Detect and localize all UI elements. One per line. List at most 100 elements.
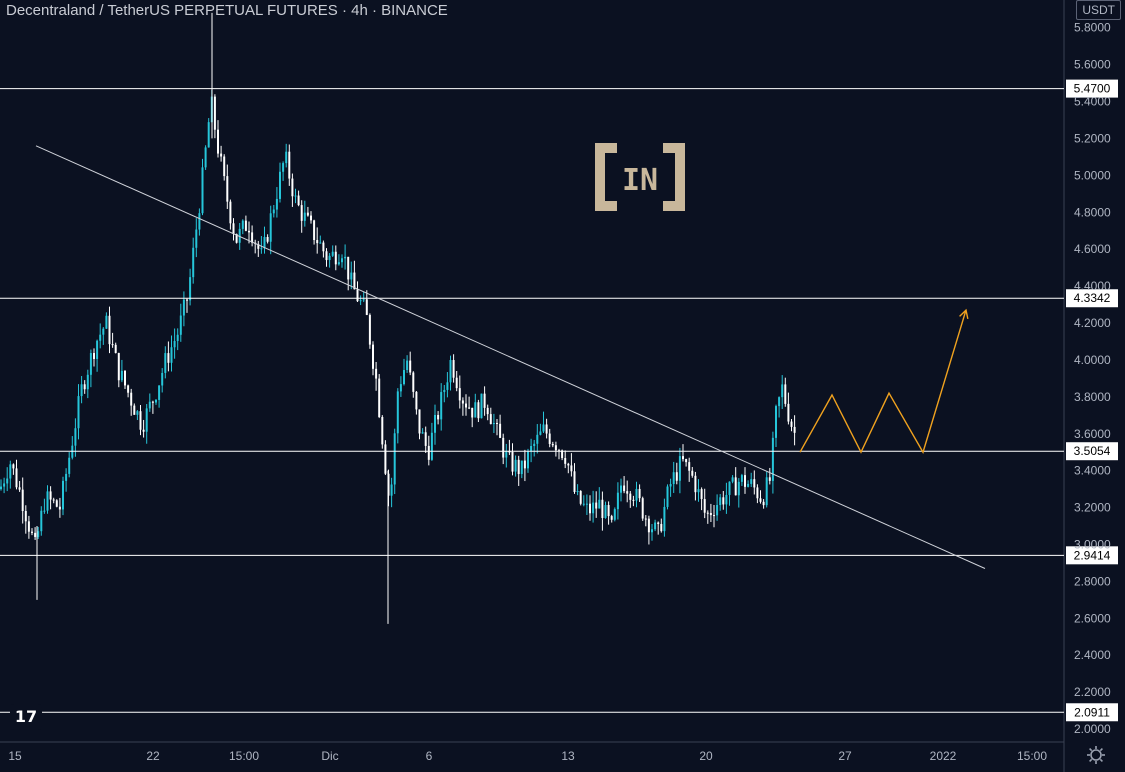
candle-body [508,451,511,453]
candle-body [238,228,241,243]
candle-body [40,510,43,532]
candle-body [372,344,374,369]
candle-body [762,501,765,506]
y-tick-label: 5.4000 [1074,95,1111,109]
candle-body [195,229,198,248]
candle-body [694,475,697,493]
candle-body [158,385,161,400]
y-tick-label: 5.8000 [1074,21,1111,35]
candle-body [787,403,790,422]
y-tick-label: 5.0000 [1074,168,1111,182]
candle-body [226,176,229,202]
candle-body [579,491,582,504]
candle-body [378,378,381,418]
candle-body [678,456,681,481]
candle-body [359,300,362,302]
candle-body [384,444,387,474]
candle-body [644,518,647,520]
candle-body [37,531,40,537]
candle-body [213,96,216,130]
x-tick-label: 13 [561,749,575,763]
candle-body [201,167,204,214]
candle-body [747,483,750,487]
candle-body [533,443,536,447]
candle-body [344,256,347,259]
candle-body [111,344,114,346]
candle-body [43,510,46,512]
horizontal-levels[interactable]: 5.4700 4.3342 3.5054 2.9414 2.0911 [0,79,1118,722]
candle-body [520,460,523,475]
candle-body [161,372,164,386]
candle-body [316,240,319,244]
candle-body [244,220,247,231]
candle-body [449,360,452,383]
candle-body [300,205,303,221]
y-tick-label: 3.8000 [1074,390,1111,404]
candle-body [536,434,539,444]
candle-body [573,471,576,492]
candle-body [700,489,703,500]
candle-body [393,433,396,485]
candle-body [530,446,533,452]
candle-body [638,488,641,499]
candle-body [186,299,188,301]
tradingview-logo-icon[interactable]: 17 [10,704,42,730]
candle-body [514,459,517,472]
candle-body [660,523,663,532]
candle-body [114,344,117,353]
level-label-bg [1066,442,1118,461]
candle-body [620,485,622,493]
candle-body [781,384,784,398]
candle-body [734,477,737,496]
candle-body [759,498,762,502]
candle-body [105,315,108,329]
candle-body [99,334,102,341]
candle-body [623,485,626,492]
candle-body [725,494,728,505]
candle-body [744,475,746,487]
candle-body [220,153,223,157]
candle-body [517,459,520,475]
candle-body [263,236,266,249]
candle-body [576,491,579,493]
candle-body [737,481,740,496]
candle-body [629,493,632,500]
trendline-group[interactable] [35,145,986,569]
settings-gear-icon[interactable] [1085,744,1107,766]
logo-text: IN [622,163,658,198]
candle-body [120,370,123,381]
candle-body [356,289,359,302]
candle-body [499,423,502,438]
y-tick-label: 4.8000 [1074,205,1111,219]
candle-body [192,247,195,278]
y-tick-label: 4.4000 [1074,279,1111,293]
candle-body [471,407,474,418]
y-tick-label: 4.0000 [1074,353,1111,367]
candle-body [632,499,635,501]
candle-body [570,465,573,472]
time-axis[interactable]: 15 22 15:00 Dic 6 13 20 27 2022 15:00 [8,749,1047,763]
candle-body [331,251,334,256]
candle-body [502,437,505,458]
candle-body [610,516,613,520]
candle-body [434,414,436,433]
candle-body [706,512,709,514]
candle-body [341,258,343,263]
projection-group[interactable] [799,308,969,454]
candle-body [415,391,418,410]
y-tick-label: 2.0000 [1074,722,1111,736]
x-tick-label: 15 [8,749,22,763]
candle-body [375,368,378,379]
candle-body [269,213,272,242]
price-axis[interactable]: 5.8000 5.6000 5.4000 5.2000 5.0000 4.8000 4.60… [1074,21,1111,736]
candle-body [117,352,120,381]
level-label: 2.9414 [1074,548,1111,562]
candle-body [303,212,306,221]
candle-body [3,483,6,487]
currency-badge[interactable]: USDT [1076,0,1121,20]
y-tick-label: 5.6000 [1074,58,1111,72]
candle-body [142,429,145,432]
candle-body [77,396,80,429]
candle-body [272,209,275,214]
